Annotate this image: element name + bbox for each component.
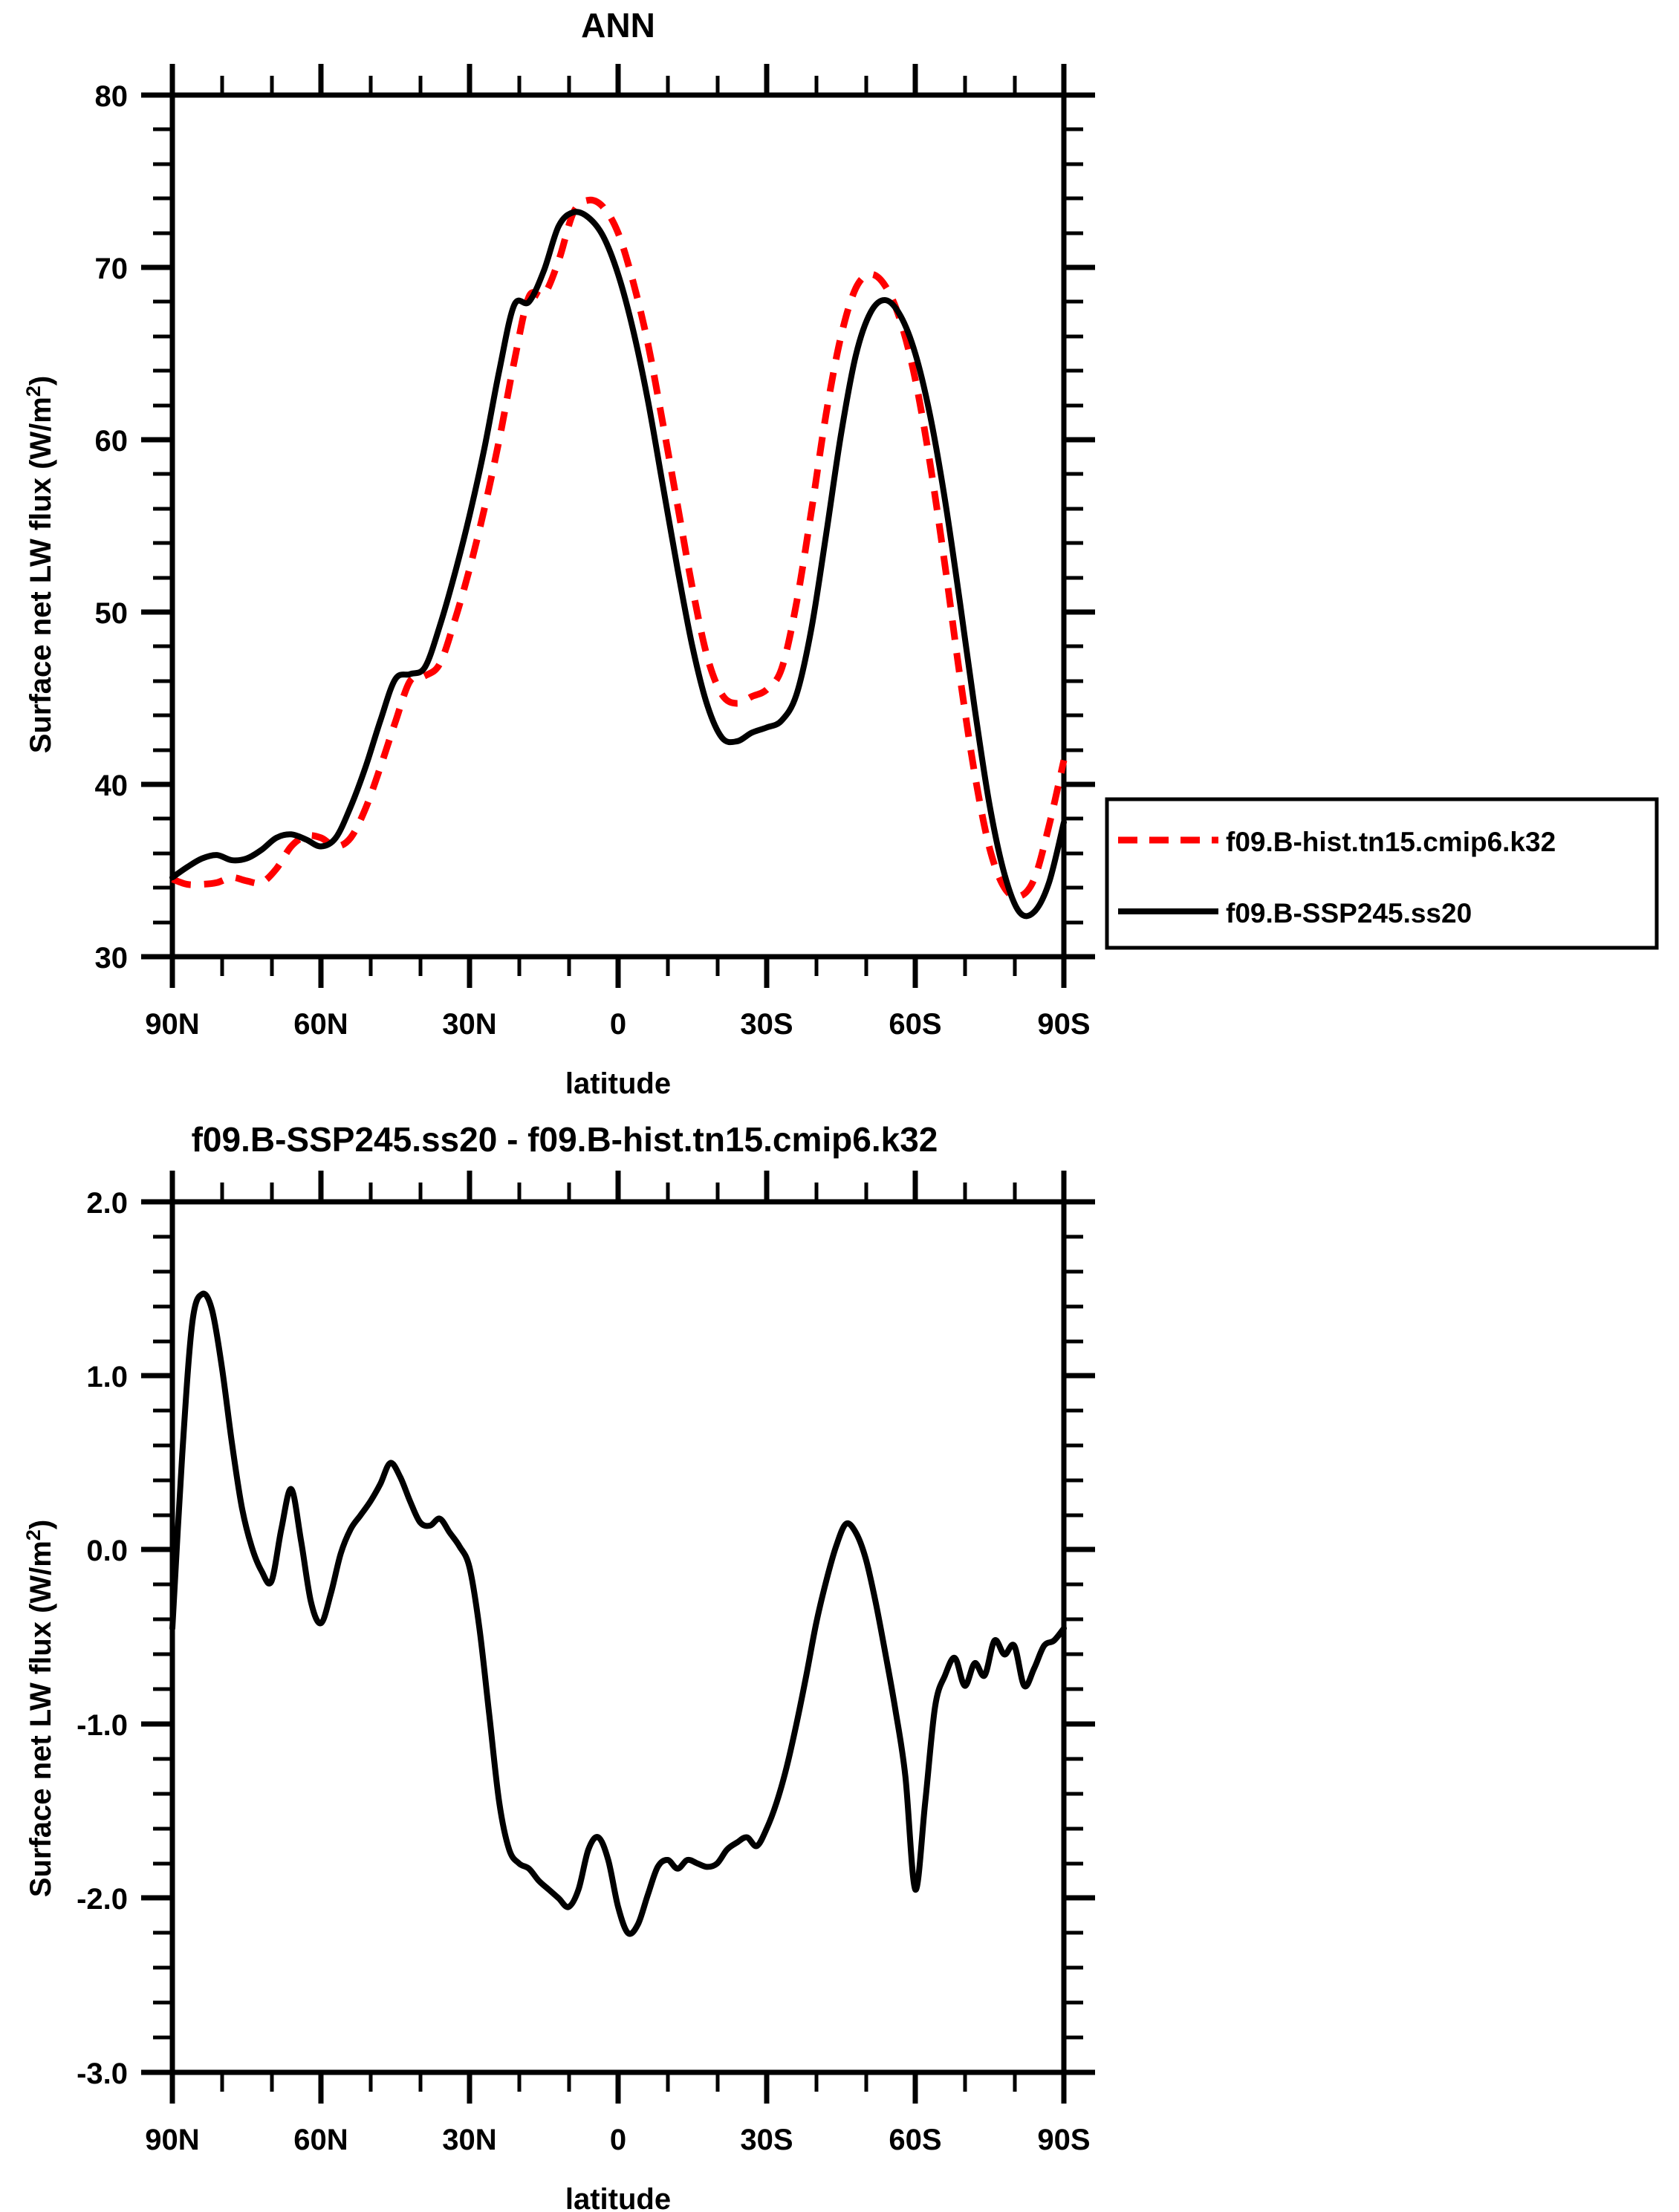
top-xtick-label-5: 60S: [889, 1008, 941, 1041]
bottom-y-minor-ticks: [153, 1235, 172, 2040]
series-line-diff: [169, 1290, 1067, 1937]
top-x-minor-ticks: [220, 957, 1017, 976]
top-xtick-label-1: 60N: [293, 1008, 348, 1041]
bottom-ylabel-tail: ): [25, 1520, 57, 1529]
top-y-right-major-ticks: [1064, 92, 1095, 960]
top-xtick-label-3: 0: [610, 1008, 626, 1041]
bottom-ytick-label-4: -2.0: [77, 1883, 128, 1916]
bottom-x-top-major-ticks: [169, 1171, 1067, 1202]
top-xtick-label-4: 30S: [740, 1008, 793, 1041]
top-panel: ANN Surface net LW flux (W/m2): [22, 6, 1095, 1100]
bottom-xtick-label-3: 0: [610, 2124, 626, 2156]
bottom-ytick-label-2: 0.0: [86, 1535, 128, 1567]
bottom-panel-data: [169, 1290, 1067, 1937]
bottom-ytick-label-3: -1.0: [77, 1709, 128, 1742]
legend: f09.B-hist.tn15.cmip6.k32 f09.B-SSP245.s…: [1105, 797, 1659, 950]
bottom-ytick-label-0: 2.0: [86, 1187, 128, 1220]
top-x-major-ticks: [169, 957, 1067, 988]
bottom-panel: f09.B-SSP245.ss20 - f09.B-hist.tn15.cmip…: [22, 1120, 1095, 2212]
top-x-top-minor-ticks: [220, 76, 1017, 95]
bottom-xtick-label-1: 60N: [293, 2124, 348, 2156]
bottom-x-minor-ticks: [220, 2072, 1017, 2092]
bottom-xtick-label-4: 30S: [740, 2124, 793, 2156]
bottom-y-major-ticks: [141, 1199, 172, 2075]
top-ytick-label-4: 40: [95, 770, 129, 802]
top-ytick-label-0: 80: [95, 80, 129, 113]
top-panel-title: ANN: [581, 6, 655, 45]
svg-text:Surface net LW flux (W/m2): Surface net LW flux (W/m2): [22, 1520, 57, 1897]
top-y-major-ticks: [141, 92, 172, 960]
top-ytick-label-5: 30: [95, 942, 129, 975]
svg-text:Surface net LW flux (W/m2): Surface net LW flux (W/m2): [22, 376, 57, 753]
bottom-xtick-label-5: 60S: [889, 2124, 941, 2156]
top-ytick-label-1: 70: [95, 253, 129, 285]
legend-label-ssp: f09.B-SSP245.ss20: [1226, 898, 1472, 928]
series-line-hist: [171, 196, 1068, 900]
top-ytick-label-2: 60: [95, 425, 129, 458]
bottom-ylabel-main: Surface net LW flux (W/m: [25, 1541, 57, 1897]
top-xtick-label-0: 90N: [145, 1008, 199, 1041]
series-line-ssp: [169, 209, 1067, 920]
top-xtick-label-2: 30N: [442, 1008, 496, 1041]
bottom-ylabel-sup: 2: [22, 1529, 45, 1541]
top-xtick-label-6: 90S: [1037, 1008, 1090, 1041]
bottom-xtick-label-2: 30N: [442, 2124, 496, 2156]
top-ylabel-sup: 2: [22, 386, 45, 397]
bottom-y-right-major-ticks: [1064, 1199, 1095, 2075]
bottom-panel-xlabel: latitude: [565, 2183, 671, 2212]
bottom-panel-ylabel: Surface net LW flux (W/m2): [22, 1520, 57, 1897]
bottom-ytick-label-5: -3.0: [77, 2058, 128, 2090]
legend-label-hist: f09.B-hist.tn15.cmip6.k32: [1226, 827, 1556, 857]
top-ylabel-main: Surface net LW flux (W/m: [25, 397, 57, 753]
top-panel-xlabel: latitude: [565, 1067, 671, 1100]
top-ylabel-tail: ): [25, 376, 57, 386]
bottom-x-major-ticks: [169, 2072, 1067, 2104]
bottom-xtick-label-0: 90N: [145, 2124, 199, 2156]
top-y-right-minor-ticks: [1064, 127, 1083, 925]
bottom-x-top-minor-ticks: [220, 1183, 1017, 1202]
top-panel-ylabel: Surface net LW flux (W/m2): [22, 376, 57, 753]
legend-box: [1105, 797, 1659, 950]
bottom-ytick-label-1: 1.0: [86, 1361, 128, 1393]
bottom-y-right-minor-ticks: [1064, 1235, 1083, 2040]
top-x-top-major-ticks: [169, 64, 1067, 95]
top-y-minor-ticks: [153, 127, 172, 925]
bottom-xtick-label-6: 90S: [1037, 2124, 1090, 2156]
bottom-panel-title: f09.B-SSP245.ss20 - f09.B-hist.tn15.cmip…: [192, 1120, 938, 1159]
top-panel-data: [169, 196, 1068, 920]
top-ytick-label-3: 50: [95, 597, 129, 630]
